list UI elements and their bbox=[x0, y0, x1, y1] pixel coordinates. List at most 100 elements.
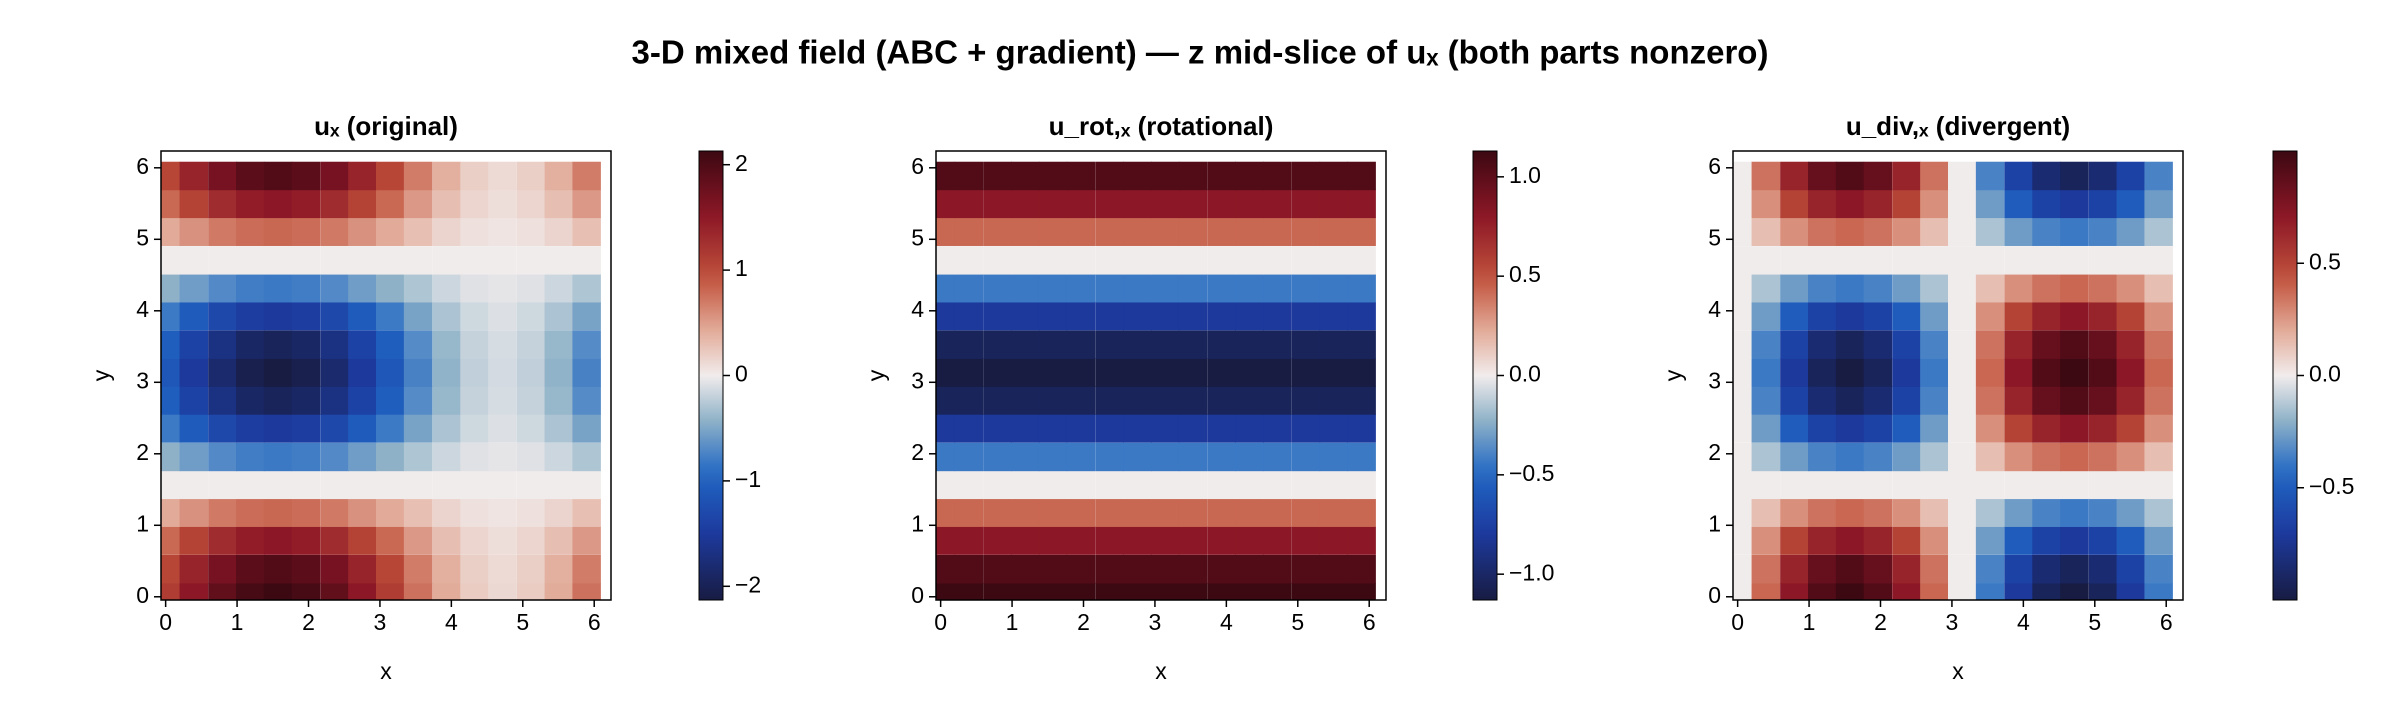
heatmap-cell bbox=[1235, 470, 1264, 500]
heatmap-cell bbox=[1263, 582, 1292, 600]
heatmap-cell bbox=[1263, 498, 1292, 527]
heatmap-cell bbox=[1347, 189, 1376, 219]
heatmap-cell bbox=[2144, 161, 2173, 191]
heatmap-cell bbox=[291, 470, 321, 500]
heatmap-cell bbox=[1948, 526, 1977, 555]
heatmap-cell bbox=[208, 161, 237, 191]
heatmap-cell bbox=[208, 301, 237, 331]
heatmap-cell bbox=[179, 217, 209, 246]
heatmap-cell bbox=[291, 414, 321, 443]
heatmap-cell bbox=[1780, 273, 1809, 303]
heatmap-cell bbox=[1095, 217, 1124, 246]
heatmap-cell bbox=[208, 442, 237, 472]
heatmap-cell bbox=[936, 358, 956, 387]
heatmap-cell bbox=[1920, 217, 1949, 246]
heatmap-cell bbox=[208, 246, 237, 275]
y-tick-label: 3 bbox=[136, 367, 149, 393]
heatmap-cell bbox=[2088, 189, 2118, 219]
heatmap-cell bbox=[208, 273, 237, 303]
heatmap-cell bbox=[2144, 414, 2173, 443]
heatmap-cell bbox=[954, 301, 984, 331]
y-tick-label: 6 bbox=[911, 153, 924, 179]
heatmap-cell bbox=[348, 470, 377, 500]
heatmap-cell bbox=[1892, 442, 1921, 472]
heatmap-cell bbox=[2088, 498, 2118, 527]
heatmap-cell bbox=[2088, 273, 2118, 303]
heatmap-cell bbox=[1780, 161, 1809, 191]
heatmap-cell bbox=[291, 358, 321, 387]
heatmap-cell bbox=[291, 246, 321, 275]
heatmap-cell bbox=[572, 470, 601, 500]
heatmap-cell bbox=[1263, 442, 1292, 472]
heatmap-cell bbox=[208, 582, 237, 600]
heatmap-cell bbox=[1751, 246, 1781, 275]
heatmap-cell bbox=[1066, 414, 1096, 443]
heatmap-cell bbox=[936, 582, 956, 600]
heatmap-cell bbox=[263, 582, 293, 600]
heatmap-cell bbox=[1319, 386, 1349, 415]
heatmap-cell bbox=[2088, 470, 2118, 500]
heatmap-cell bbox=[403, 386, 433, 415]
heatmap-cell bbox=[2032, 498, 2061, 527]
heatmap-cell bbox=[1319, 189, 1349, 219]
heatmap-cell bbox=[2144, 217, 2173, 246]
heatmap-cell bbox=[1151, 273, 1180, 303]
heatmap-cell bbox=[320, 246, 349, 275]
heatmap-cell bbox=[1863, 246, 1893, 275]
heatmap-cell bbox=[1151, 526, 1180, 555]
heatmap-cell bbox=[1835, 330, 1865, 359]
heatmap-cell bbox=[1263, 554, 1292, 584]
heatmap-cell bbox=[263, 217, 293, 246]
heatmap-cell bbox=[236, 582, 265, 600]
colorbar-tick-label: 0.5 bbox=[2309, 248, 2341, 274]
heatmap-cell bbox=[488, 442, 517, 472]
heatmap-cell bbox=[1319, 498, 1349, 527]
heatmap-cell bbox=[1948, 246, 1977, 275]
x-tick-label: 4 bbox=[1220, 609, 1233, 635]
y-tick-label: 5 bbox=[136, 224, 149, 250]
heatmap-cell bbox=[1892, 526, 1921, 555]
heatmap-cell bbox=[348, 554, 377, 584]
x-tick-label: 0 bbox=[159, 609, 172, 635]
heatmap-cell bbox=[1835, 189, 1865, 219]
heatmap-cell bbox=[1920, 442, 1949, 472]
heatmap-cell bbox=[1780, 554, 1809, 584]
heatmap-cell bbox=[1123, 470, 1152, 500]
heatmap-cell bbox=[1207, 301, 1236, 331]
heatmap-cell bbox=[1011, 358, 1040, 387]
heatmap-cell bbox=[432, 414, 461, 443]
heatmap-cell bbox=[263, 301, 293, 331]
heatmap-cell bbox=[1011, 330, 1040, 359]
heatmap-cell bbox=[1011, 582, 1040, 600]
heatmap-cell bbox=[1178, 414, 1208, 443]
heatmap-cell bbox=[403, 526, 433, 555]
x-tick-label: 3 bbox=[1149, 609, 1162, 635]
heatmap-cell bbox=[516, 470, 546, 500]
heatmap-cell bbox=[1207, 582, 1236, 600]
heatmap-cell bbox=[544, 526, 574, 555]
heatmap-cell bbox=[320, 582, 349, 600]
heatmap-cell bbox=[572, 554, 601, 584]
heatmap-cell bbox=[516, 301, 546, 331]
heatmap-cell bbox=[1733, 386, 1753, 415]
heatmap-cell bbox=[2060, 330, 2089, 359]
heatmap-cell bbox=[954, 246, 984, 275]
heatmap-cell bbox=[236, 414, 265, 443]
heatmap-cell bbox=[954, 498, 984, 527]
heatmap-cell bbox=[403, 246, 433, 275]
heatmap-cell bbox=[263, 442, 293, 472]
heatmap-cell bbox=[1066, 273, 1096, 303]
heatmap-cell bbox=[376, 217, 405, 246]
heatmap-cell bbox=[432, 246, 461, 275]
heatmap-cell bbox=[1235, 301, 1264, 331]
y-tick-label: 2 bbox=[136, 439, 149, 465]
heatmap-cell bbox=[983, 246, 1012, 275]
heatmap-cell bbox=[516, 554, 546, 584]
heatmap-cell bbox=[1066, 498, 1096, 527]
heatmap-cell bbox=[179, 189, 209, 219]
y-tick-label: 1 bbox=[136, 510, 149, 536]
heatmap-cell bbox=[179, 442, 209, 472]
heatmap-cell bbox=[1835, 217, 1865, 246]
heatmap-cell bbox=[572, 161, 601, 191]
heatmap-cell bbox=[572, 498, 601, 527]
